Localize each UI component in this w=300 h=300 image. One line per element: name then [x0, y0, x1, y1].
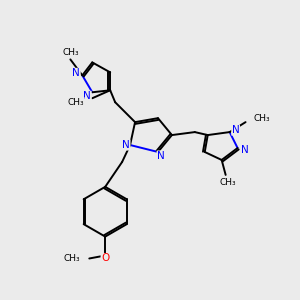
- Text: N: N: [122, 140, 130, 150]
- Text: CH₃: CH₃: [219, 178, 236, 187]
- Text: O: O: [101, 254, 109, 263]
- Text: CH₃: CH₃: [254, 114, 270, 123]
- Text: N: N: [83, 91, 91, 101]
- Text: N: N: [232, 125, 239, 135]
- Text: N: N: [73, 68, 80, 78]
- Text: CH₃: CH₃: [62, 48, 79, 57]
- Text: N: N: [241, 145, 248, 155]
- Text: CH₃: CH₃: [68, 98, 84, 107]
- Text: CH₃: CH₃: [64, 254, 80, 263]
- Text: N: N: [157, 151, 165, 161]
